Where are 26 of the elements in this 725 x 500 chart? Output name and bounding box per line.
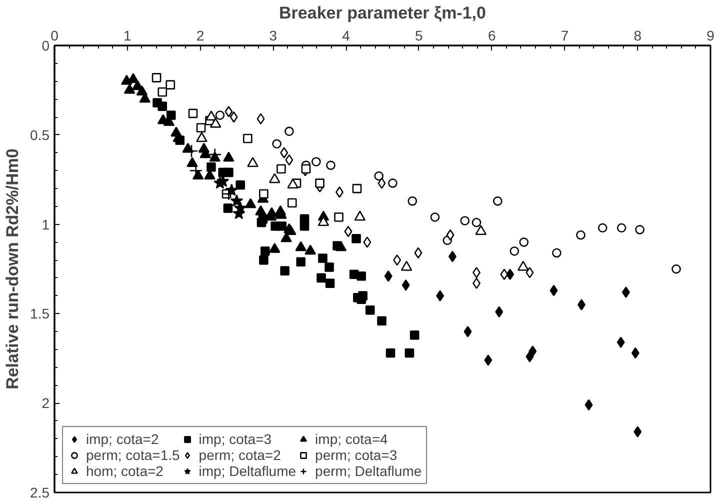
y-tick-label: 1 <box>42 216 50 232</box>
x-tick-label: 2 <box>196 28 204 44</box>
legend-label: imp; cota=3 <box>198 431 272 447</box>
x-tick-label: 3 <box>269 28 278 44</box>
x-tick-label: 9 <box>706 28 715 44</box>
legend-label: perm; Deltaflume <box>315 463 422 479</box>
legend-label: perm; cota=2 <box>198 447 281 463</box>
y-tick-label: 2.5 <box>30 484 50 500</box>
legend-label: imp; cota=2 <box>86 431 159 447</box>
y-tick-label: 1.5 <box>30 306 50 322</box>
x-tick-label: 5 <box>415 28 424 44</box>
legend-label: perm; cota=3 <box>315 447 398 463</box>
x-tick-label: 1 <box>123 28 132 44</box>
y-axis-title: Relative run-down Rd2%/Hm0 <box>3 148 22 390</box>
x-tick-label: 4 <box>342 28 350 44</box>
y-tick-label: 0 <box>42 38 50 54</box>
x-tick-label: 6 <box>488 28 496 44</box>
legend-label: imp; Deltaflume <box>198 463 296 479</box>
y-tick-label: 2 <box>42 395 50 412</box>
x-axis-title: Breaker parameter ξm-1,0 <box>279 4 486 22</box>
legend-label: imp; cota=4 <box>315 431 388 447</box>
x-tick-label: 7 <box>560 28 569 44</box>
y-tick-label: 0.5 <box>30 126 50 143</box>
x-tick-label: 8 <box>634 28 642 44</box>
legend-label: hom; cota=2 <box>86 463 164 479</box>
legend-label: perm; cota=1.5 <box>86 447 180 463</box>
